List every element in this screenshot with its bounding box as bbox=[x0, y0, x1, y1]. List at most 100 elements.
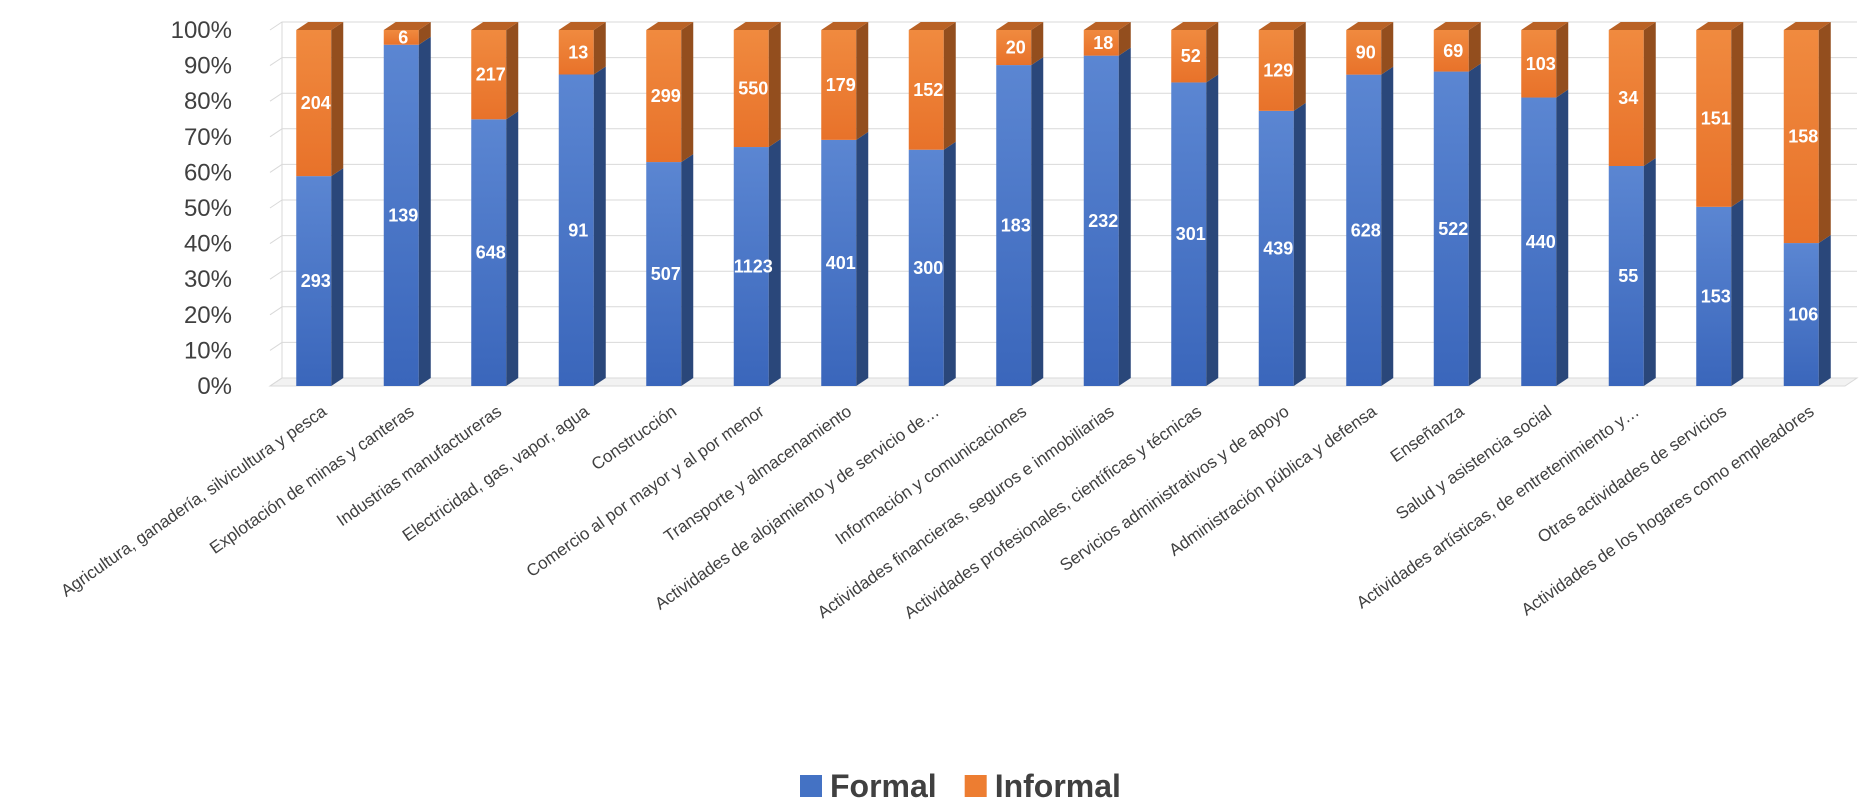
data-label-informal: 129 bbox=[1263, 60, 1293, 80]
data-label-informal: 217 bbox=[476, 65, 506, 85]
bar-informal-17 bbox=[1696, 22, 1744, 207]
bar-formal-3 bbox=[471, 111, 519, 387]
bar-top bbox=[471, 22, 519, 30]
data-label-informal: 179 bbox=[826, 75, 856, 95]
x-tick-label: Salud y asistencia social bbox=[1392, 402, 1555, 524]
gridline bbox=[269, 270, 1857, 280]
bar-informal-4 bbox=[558, 22, 606, 75]
bar-top bbox=[558, 22, 606, 30]
data-label-informal: 20 bbox=[1006, 38, 1026, 58]
bar-formal-13 bbox=[1346, 66, 1394, 386]
bar-formal-14 bbox=[1433, 63, 1481, 387]
bar-front bbox=[908, 30, 944, 150]
bar-top bbox=[1783, 22, 1831, 30]
bar-side bbox=[1643, 22, 1656, 166]
gridline bbox=[269, 306, 1857, 316]
legend-item-formal: Formal bbox=[800, 768, 937, 804]
bar-side bbox=[1381, 66, 1394, 386]
y-tick-label: 20% bbox=[184, 302, 232, 329]
legend: Formal Informal bbox=[800, 768, 1121, 804]
bar-top bbox=[821, 22, 869, 30]
x-tick-label: Industrias manufactureras bbox=[333, 402, 505, 530]
gridline bbox=[269, 21, 1857, 31]
data-label-informal: 103 bbox=[1526, 54, 1556, 74]
bar-informal-15 bbox=[1521, 22, 1569, 98]
bar-side bbox=[681, 154, 694, 386]
data-label-informal: 550 bbox=[738, 79, 768, 99]
bar-side bbox=[1118, 22, 1131, 56]
bar-top bbox=[1171, 22, 1219, 30]
data-label-formal: 648 bbox=[476, 243, 506, 263]
data-label-informal: 151 bbox=[1701, 108, 1731, 128]
data-label-formal: 55 bbox=[1618, 266, 1638, 286]
bar-top bbox=[1346, 22, 1394, 30]
bar-side bbox=[331, 168, 344, 386]
bar-front bbox=[558, 74, 594, 386]
bar-front bbox=[996, 30, 1032, 66]
data-label-formal: 301 bbox=[1176, 224, 1206, 244]
bar-top bbox=[733, 22, 781, 30]
bar-side bbox=[593, 66, 606, 386]
x-tick-label: Actividades financieras, seguros e inmob… bbox=[814, 402, 1117, 622]
gridline bbox=[269, 163, 1857, 173]
bar-front bbox=[1783, 243, 1819, 386]
bar-side bbox=[1118, 47, 1131, 387]
y-tick-label: 80% bbox=[184, 88, 232, 115]
data-label-formal: 1123 bbox=[734, 257, 773, 277]
bar-side bbox=[1468, 63, 1481, 387]
bar-side bbox=[1206, 22, 1219, 83]
data-labels: 293 204 139 6 648 217 91 13 507 299 1123 550 401 179 3… bbox=[301, 27, 1819, 324]
bar-front bbox=[1433, 71, 1469, 387]
bar-side bbox=[593, 22, 606, 75]
bar-side bbox=[331, 22, 344, 177]
gridline bbox=[269, 199, 1857, 209]
bar-front bbox=[1258, 110, 1294, 386]
bar-front bbox=[471, 119, 507, 387]
y-tick-label: 40% bbox=[184, 231, 232, 258]
bar-side bbox=[1381, 22, 1394, 75]
bar-side bbox=[1206, 74, 1219, 386]
bar-front bbox=[1258, 30, 1294, 111]
data-label-formal: 293 bbox=[301, 271, 331, 291]
bar-top bbox=[1608, 22, 1656, 30]
bar-front bbox=[1521, 30, 1557, 98]
bar-front bbox=[558, 30, 594, 75]
data-label-informal: 52 bbox=[1181, 46, 1201, 66]
y-axis: 0% 10% 20% 30% 40% 50% 60% 70% 80% 90% 100% bbox=[171, 17, 232, 400]
bar-informal-3 bbox=[471, 22, 519, 120]
bar-formal-11 bbox=[1171, 74, 1219, 386]
bar-front bbox=[1346, 74, 1382, 386]
bar-side bbox=[943, 141, 956, 386]
bar-front bbox=[1346, 30, 1382, 75]
bar-front bbox=[1171, 30, 1207, 83]
bar-top bbox=[1696, 22, 1744, 30]
data-label-formal: 91 bbox=[568, 220, 588, 240]
data-label-informal: 158 bbox=[1788, 127, 1818, 147]
bar-top bbox=[1258, 22, 1306, 30]
bar-formal-15 bbox=[1521, 89, 1569, 387]
bar-formal-7 bbox=[821, 131, 869, 386]
y-tick-label: 0% bbox=[197, 373, 232, 400]
bar-informal-18 bbox=[1783, 22, 1831, 244]
bar-front bbox=[821, 139, 857, 386]
legend-label: Informal bbox=[995, 768, 1121, 804]
bar-side bbox=[856, 22, 869, 140]
bar-front bbox=[471, 30, 507, 120]
data-label-formal: 440 bbox=[1526, 232, 1556, 252]
y-tick-label: 70% bbox=[184, 124, 232, 151]
bar-side bbox=[506, 111, 519, 387]
bar-formal-10 bbox=[1083, 47, 1131, 387]
bar-side bbox=[768, 139, 781, 386]
bar-informal-7 bbox=[821, 22, 869, 140]
bar-front bbox=[1521, 97, 1557, 387]
y-tick-label: 60% bbox=[184, 159, 232, 186]
y-tick-label: 10% bbox=[184, 337, 232, 364]
data-label-formal: 153 bbox=[1701, 286, 1731, 306]
bar-front bbox=[383, 30, 419, 45]
bar-side bbox=[943, 22, 956, 150]
x-axis: Agricultura, ganadería, silvicultura y p… bbox=[58, 401, 1818, 622]
bar-formal-17 bbox=[1696, 198, 1744, 386]
bar-front bbox=[1433, 30, 1469, 72]
bar-front bbox=[296, 176, 332, 386]
